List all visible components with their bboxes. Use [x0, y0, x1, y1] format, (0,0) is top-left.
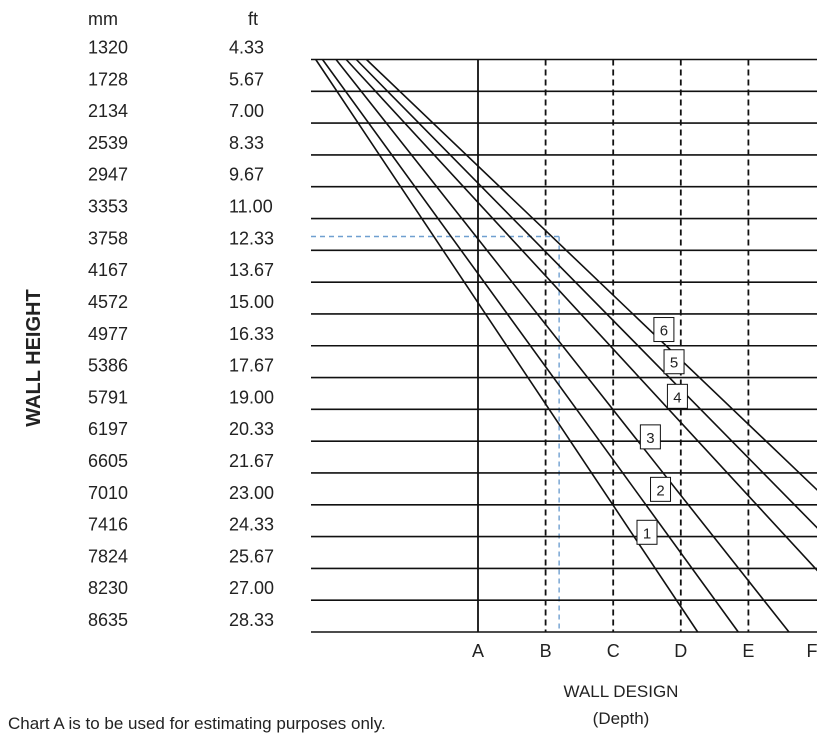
- y-tick-label-ft: 12.33: [229, 228, 274, 248]
- series-label: 4: [673, 389, 681, 406]
- y-tick-label-mm: 4167: [88, 260, 128, 280]
- x-tick-label: F: [807, 641, 817, 661]
- y-tick-label-ft: 24.33: [229, 515, 274, 535]
- y-tick-label-mm: 1320: [88, 38, 128, 58]
- design-verticals: [477, 59, 750, 632]
- y-tick-label-mm: 2134: [88, 101, 128, 121]
- y-tick-label-mm: 4977: [88, 324, 128, 344]
- y-tick-label-mm: 7824: [88, 546, 128, 566]
- series-line-2: [321, 59, 739, 633]
- y-tick-label-mm: 2947: [88, 165, 128, 185]
- x-tick-label: A: [472, 641, 484, 661]
- y-tick-label-ft: 20.33: [229, 419, 274, 439]
- series-label-box: [666, 383, 688, 409]
- y-tick-label-ft: 17.67: [229, 356, 274, 376]
- x-tick-labels: A B C D E F: [472, 641, 817, 661]
- y-tick-label-ft: 5.67: [229, 69, 264, 89]
- series-line-1: [315, 59, 699, 633]
- y-tick-label-mm: 1728: [88, 69, 128, 89]
- y-tick-label-mm: 5386: [88, 356, 128, 376]
- example-guides: [311, 235, 560, 632]
- x-axis-title: WALL DESIGN: [564, 682, 679, 701]
- y-tick-label-mm: 3758: [88, 228, 128, 248]
- x-tick-label: D: [674, 641, 687, 661]
- series-lines: [315, 58, 817, 633]
- series-labels: 1 2 3 4 56: [636, 317, 688, 545]
- series-line-3: [335, 59, 790, 633]
- y-tick-label-mm: 7416: [88, 515, 128, 535]
- y-tick-label-ft: 11.00: [229, 197, 273, 217]
- x-tick-label: C: [607, 641, 620, 661]
- series-label: 5: [670, 355, 678, 372]
- y-tick-label-mm: 4572: [88, 292, 128, 312]
- series-label: 6: [660, 323, 668, 340]
- series-label-box: [653, 317, 675, 343]
- x-tick-label: E: [742, 641, 754, 661]
- y-tick-label-mm: 5791: [88, 387, 128, 407]
- series-label: 2: [656, 482, 664, 499]
- x-axis-subtitle: (Depth): [593, 709, 650, 728]
- y-tick-label-mm: 6197: [88, 419, 128, 439]
- y-tick-label-ft: 27.00: [229, 578, 274, 598]
- y-tick-label-ft: 13.67: [229, 260, 274, 280]
- series-line-6: [365, 58, 817, 491]
- series-label-box: [636, 519, 658, 545]
- y-tick-label-ft: 28.33: [229, 610, 274, 630]
- footnote: Chart A is to be used for estimating pur…: [8, 714, 386, 733]
- height-grid: [311, 58, 817, 633]
- y-tick-label-mm: 3353: [88, 197, 128, 217]
- y-tick-label-ft: 8.33: [229, 133, 264, 153]
- y-tick-label-ft: 15.00: [229, 292, 274, 312]
- y-tick-label-ft: 4.33: [229, 38, 264, 58]
- series-label-box: [663, 349, 685, 375]
- y-tick-label-mm: 8230: [88, 578, 128, 598]
- y-tick-label-mm: 2539: [88, 133, 128, 153]
- y-tick-label-ft: 7.00: [229, 101, 264, 121]
- y-tick-label-mm: 7010: [88, 483, 128, 503]
- y-tick-label-ft: 19.00: [229, 387, 274, 407]
- y-tick-label-mm: 6605: [88, 451, 128, 471]
- y-tick-label-ft: 21.67: [229, 451, 274, 471]
- header-mm: mm: [88, 9, 118, 29]
- series-label-box: [639, 424, 661, 450]
- y-tick-label-ft: 16.33: [229, 324, 274, 344]
- mm-tick-labels: 1320 1728 2134 2539 2947 3353 3758 4167 4572 4977…: [88, 38, 128, 631]
- series-label-box: [650, 476, 672, 502]
- series-line-5: [355, 58, 817, 529]
- series-line-4: [345, 58, 817, 572]
- series-label: 3: [646, 430, 654, 447]
- y-tick-label-ft: 9.67: [229, 165, 264, 185]
- y-tick-label-ft: 25.67: [229, 546, 274, 566]
- y-tick-label-mm: 8635: [88, 610, 128, 630]
- series-label: 1: [643, 525, 651, 542]
- y-tick-label-ft: 23.00: [229, 483, 274, 503]
- ft-tick-labels: 4.33 5.67 7.00 8.33 9.67 11.00 12.33 13.67 15.00…: [229, 38, 274, 631]
- x-tick-label: B: [540, 641, 552, 661]
- header-ft: ft: [248, 9, 258, 29]
- y-axis-title: WALL HEIGHT: [23, 289, 45, 426]
